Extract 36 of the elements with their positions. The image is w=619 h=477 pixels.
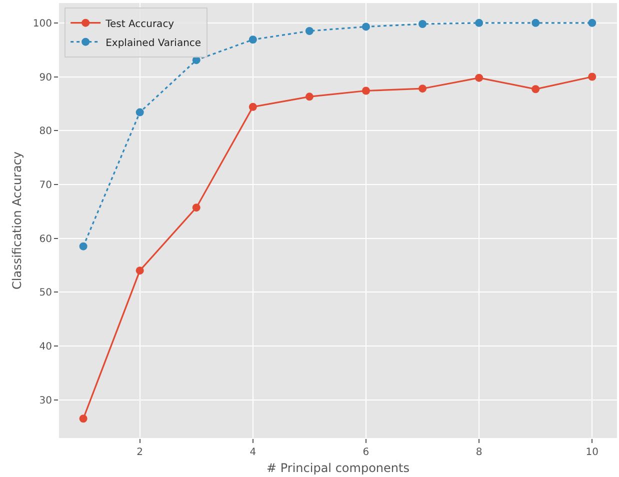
x-tick-label: 4 (250, 447, 256, 458)
legend-label: Explained Variance (106, 38, 202, 49)
point (418, 20, 427, 28)
point (248, 102, 257, 111)
x-tick-label: 8 (476, 447, 482, 458)
point (588, 18, 596, 27)
point (475, 18, 484, 27)
point (532, 85, 540, 94)
point (192, 204, 200, 212)
point (136, 108, 144, 116)
x-axis-title: # Principal components (266, 460, 410, 475)
point (305, 92, 314, 101)
point (532, 18, 540, 27)
x-tick-label: 10 (586, 447, 598, 458)
y-tick-label: 30 (39, 395, 52, 406)
y-tick-label: 60 (39, 234, 52, 245)
y-tick-label: 70 (39, 180, 52, 191)
y-tick-label: 90 (39, 72, 52, 84)
point (79, 242, 88, 250)
point (418, 84, 427, 93)
point (362, 22, 370, 31)
point (79, 414, 88, 423)
x-tick-label: 2 (136, 447, 144, 458)
y-tick-label: 100 (32, 18, 52, 30)
y-tick-label: 40 (39, 341, 52, 352)
point (588, 72, 596, 81)
point (475, 74, 484, 82)
legend-label: Test Accuracy (104, 18, 174, 30)
y-axis-title: Classification Accuracy (10, 152, 24, 290)
y-tick-label: 80 (39, 126, 52, 138)
point (362, 86, 370, 95)
x-tick-label: 6 (362, 447, 370, 458)
y-tick-label: 50 (39, 288, 52, 299)
point (305, 27, 314, 35)
point (248, 36, 257, 44)
point (136, 266, 144, 275)
